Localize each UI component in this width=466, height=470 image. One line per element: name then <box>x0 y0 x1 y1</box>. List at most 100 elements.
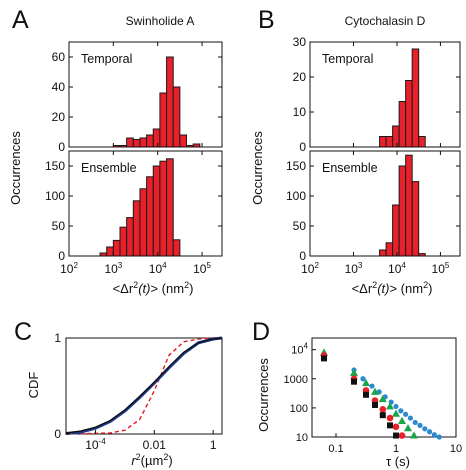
bar <box>398 101 407 148</box>
bar <box>126 137 134 148</box>
panel-name: Temporal <box>81 52 132 66</box>
bar <box>411 181 420 257</box>
data-point-green <box>404 424 412 432</box>
data-point-green <box>378 394 387 403</box>
cdf-series-line <box>65 337 223 434</box>
x-tick-label: 103 <box>104 261 122 276</box>
x-tick-label: 0.1 <box>328 443 343 455</box>
data-point-black <box>351 378 357 385</box>
data-point-red <box>398 432 406 439</box>
bar <box>132 139 141 148</box>
bar <box>139 188 148 257</box>
chart-d-ylabel: Occurrences <box>256 358 271 432</box>
bar <box>126 217 134 257</box>
chart-b-ylabel: Occurrences <box>250 131 265 205</box>
cdf-series-line <box>65 336 223 435</box>
cdf-series-line <box>65 337 222 435</box>
x-tick-label: 105 <box>193 261 211 276</box>
data-point-blue <box>436 434 442 440</box>
bar <box>132 200 141 257</box>
x-tick-label: 104 <box>149 261 167 276</box>
bar <box>146 176 154 257</box>
bar <box>418 136 426 148</box>
y-tick-label: 20 <box>293 70 307 84</box>
bar <box>172 239 181 257</box>
plot-frame <box>68 150 223 257</box>
data-point-blue <box>407 415 413 421</box>
y-tick-label: 50 <box>293 219 307 233</box>
bar <box>106 246 114 257</box>
data-point-blue <box>412 419 418 426</box>
y-tick-label: 0 <box>54 427 61 441</box>
bar <box>379 136 387 148</box>
data-point-blue <box>369 383 375 389</box>
data-point-blue <box>393 403 399 410</box>
data-point-blue <box>360 376 366 382</box>
y-tick-label: 50 <box>52 219 66 233</box>
bar <box>159 92 168 148</box>
bar <box>405 154 413 257</box>
y-tick-label: 10 <box>296 432 308 444</box>
bar <box>405 80 413 148</box>
bar <box>411 48 420 148</box>
plot-frame <box>65 337 223 435</box>
data-point-red <box>386 414 394 422</box>
y-tick-label: 0 <box>299 140 306 154</box>
panel-name: Ensemble <box>322 161 378 175</box>
chart-c-ylabel: CDF <box>26 372 41 399</box>
y-tick-label: 150 <box>286 159 306 173</box>
data-point-black <box>321 355 327 362</box>
panel-label-c: C <box>14 318 32 346</box>
panel-name: Ensemble <box>81 161 137 175</box>
chart-c-xlabel: r2(µm2) <box>131 452 172 468</box>
y-tick-label: 20 <box>52 110 66 124</box>
x-tick-label: 105 <box>432 261 450 276</box>
chart-b-xlabel: <Δr2(t)> (nm2) <box>352 280 433 296</box>
plot-frame <box>309 41 461 148</box>
plot-frame <box>68 41 223 148</box>
y-tick-label: 0 <box>58 249 65 263</box>
chart-b-title: Cytochalasin D <box>345 14 426 28</box>
data-point-green <box>386 402 394 410</box>
chart-a: 0 20 40 60 Temporal 0 50 100 150 Ensemble 102 103 10… <box>45 41 223 276</box>
y-tick-label: 1 <box>54 331 61 345</box>
y-tick-label: 150 <box>45 159 65 173</box>
y-tick-label: 1000 <box>284 374 308 386</box>
x-tick-label: 10-4 <box>85 437 106 452</box>
bar <box>379 249 387 257</box>
bar <box>166 158 174 257</box>
panel-label-d: D <box>252 318 270 346</box>
x-tick-label: 102 <box>60 261 78 276</box>
panel-label-a: A <box>12 6 29 34</box>
panel-name: Temporal <box>322 52 373 66</box>
bar <box>152 128 161 148</box>
data-point-black <box>387 422 393 429</box>
data-point-blue <box>431 432 437 438</box>
bar <box>179 134 188 148</box>
y-tick-label: 100 <box>290 403 308 415</box>
data-point-black <box>372 401 378 408</box>
plot-frame <box>309 150 461 257</box>
y-tick-label: 100 <box>286 189 306 203</box>
data-point-green <box>392 409 400 417</box>
bar <box>392 125 400 148</box>
plot-frame <box>311 337 457 438</box>
bar <box>392 204 400 257</box>
bar <box>398 165 407 257</box>
x-tick-label: 0.01 <box>143 438 167 452</box>
data-point-blue <box>422 426 428 432</box>
y-tick-label: 10 <box>293 105 307 119</box>
panel-label-b: B <box>258 6 275 34</box>
y-tick-label: 40 <box>52 80 66 94</box>
x-tick-label: 1 <box>393 443 399 455</box>
bar <box>112 239 121 257</box>
data-point-black <box>363 391 369 398</box>
y-tick-label: 30 <box>293 35 307 49</box>
data-point-red <box>392 423 400 431</box>
bar <box>166 56 174 148</box>
bar <box>159 160 168 257</box>
data-point-green <box>350 368 358 376</box>
bar <box>385 242 394 257</box>
data-point-green <box>398 416 406 424</box>
data-point-blue <box>403 411 409 417</box>
